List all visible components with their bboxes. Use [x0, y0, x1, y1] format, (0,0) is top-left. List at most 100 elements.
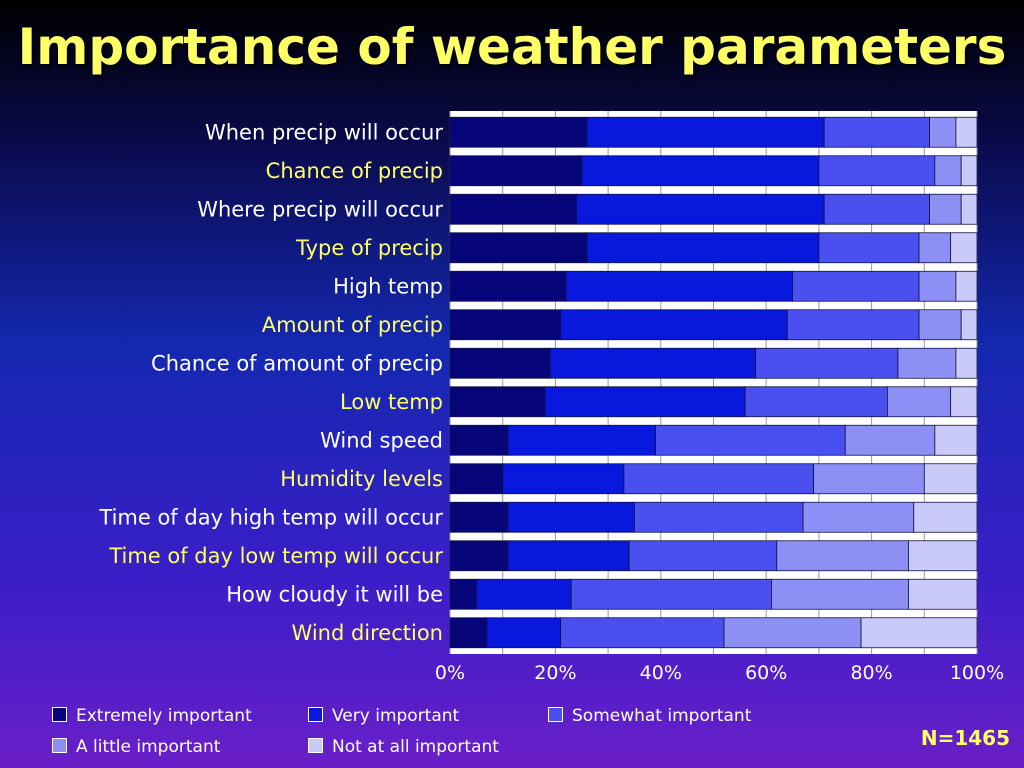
- category-label: When precip will occur: [205, 120, 443, 144]
- bar-segment: [502, 463, 625, 495]
- bar-segment: [744, 386, 888, 418]
- bar-segment: [723, 617, 862, 649]
- bar-segment: [813, 463, 925, 495]
- sample-size-label: N=1465: [920, 726, 1010, 750]
- bar-segment: [950, 386, 978, 418]
- bar-segment: [449, 270, 567, 302]
- bar-segment: [560, 617, 725, 649]
- bar-segment: [823, 193, 930, 225]
- legend-item-extremely: Extremely important: [52, 706, 252, 726]
- x-tick-label: 40%: [640, 662, 682, 684]
- bar-segment: [792, 270, 920, 302]
- bar-segment: [950, 232, 978, 264]
- bar-segment: [655, 424, 846, 456]
- bar-segment: [449, 116, 588, 148]
- bar-segment: [449, 578, 477, 610]
- bar-segment: [755, 347, 899, 379]
- legend-item-not-at-all: Not at all important: [308, 737, 499, 757]
- legend-label-somewhat: Somewhat important: [572, 706, 752, 726]
- bar-segment: [887, 386, 952, 418]
- x-tick-label: 80%: [850, 662, 892, 684]
- category-label: Time of day high temp will occur: [98, 505, 443, 529]
- x-tick-label: 100%: [950, 662, 1004, 684]
- legend-item-little: A little important: [52, 737, 220, 757]
- bar-segment: [918, 232, 952, 264]
- bar-segment: [586, 232, 820, 264]
- legend: Extremely important Very important Somew…: [52, 706, 812, 764]
- category-label: Chance of precip: [266, 159, 443, 183]
- legend-swatch-extremely: [52, 706, 67, 722]
- bar-segment: [955, 116, 978, 148]
- bar-segment: [507, 540, 630, 572]
- bar-segment: [544, 386, 746, 418]
- category-label: Wind speed: [320, 428, 443, 452]
- category-label: How cloudy it will be: [226, 582, 443, 606]
- bar-segment: [934, 424, 978, 456]
- bar-segment: [449, 424, 509, 456]
- bar-segment: [623, 463, 815, 495]
- bar-segment: [449, 193, 577, 225]
- bar-segment: [576, 193, 825, 225]
- bar-segment: [581, 155, 820, 187]
- category-label: Wind direction: [292, 621, 443, 645]
- bar-segment: [923, 463, 978, 495]
- bar-segment: [449, 232, 588, 264]
- bar-segment: [818, 232, 920, 264]
- bar-segment: [908, 540, 978, 572]
- bar-segment: [449, 501, 509, 533]
- legend-label-extremely: Extremely important: [76, 706, 252, 726]
- bar-segment: [823, 116, 930, 148]
- legend-swatch-very: [308, 706, 323, 722]
- bar-segment: [507, 501, 635, 533]
- bar-segment: [449, 309, 562, 341]
- bar-segment: [565, 270, 793, 302]
- bar-segment: [960, 155, 978, 187]
- legend-swatch-little: [52, 737, 67, 753]
- category-label: Low temp: [340, 390, 443, 414]
- bar-segment: [628, 540, 778, 572]
- legend-item-very: Very important: [308, 706, 459, 726]
- legend-label-not-at-all: Not at all important: [332, 737, 499, 757]
- category-label: Humidity levels: [280, 467, 443, 491]
- bar-segment: [860, 617, 978, 649]
- bar-segment: [818, 155, 936, 187]
- bar-segment: [560, 309, 788, 341]
- legend-label-very: Very important: [332, 706, 460, 726]
- stacked-bar-chart: When precip will occur Chance of precip Wh…: [98, 111, 1004, 684]
- x-tick-label: 0%: [435, 662, 465, 684]
- category-label: Chance of amount of precip: [151, 351, 443, 375]
- bar-segment: [918, 309, 962, 341]
- bar-segment: [955, 270, 978, 302]
- category-label: Where precip will occur: [197, 197, 443, 221]
- bar-segment: [918, 270, 957, 302]
- bar-segment: [549, 347, 757, 379]
- x-tick-label: 20%: [534, 662, 576, 684]
- bar-segment: [955, 347, 978, 379]
- category-label: Time of day low temp will occur: [108, 544, 443, 568]
- bar-segment: [449, 540, 509, 572]
- bar-segment: [449, 386, 546, 418]
- bar-segment: [475, 578, 572, 610]
- chart-title: Importance of weather parameters: [17, 18, 1007, 76]
- bar-segment: [960, 193, 978, 225]
- bar-segment: [634, 501, 804, 533]
- bar-segment: [960, 309, 978, 341]
- category-label: Amount of precip: [262, 313, 443, 337]
- bar-segment: [802, 501, 915, 533]
- bar-segment: [908, 578, 978, 610]
- bar-segment: [507, 424, 656, 456]
- legend-swatch-not-at-all: [308, 737, 323, 753]
- bar-segment: [929, 116, 957, 148]
- legend-swatch-somewhat: [548, 706, 563, 722]
- category-label: Type of precip: [295, 236, 443, 260]
- bar-segment: [449, 463, 504, 495]
- bar-segment: [844, 424, 936, 456]
- bar-segment: [771, 578, 909, 610]
- bar-segment: [449, 347, 551, 379]
- legend-label-little: A little important: [76, 737, 221, 757]
- bar-segment: [486, 617, 562, 649]
- bar-segment: [449, 155, 583, 187]
- bar-segment: [897, 347, 957, 379]
- bar-segment: [929, 193, 962, 225]
- bar-segment: [934, 155, 962, 187]
